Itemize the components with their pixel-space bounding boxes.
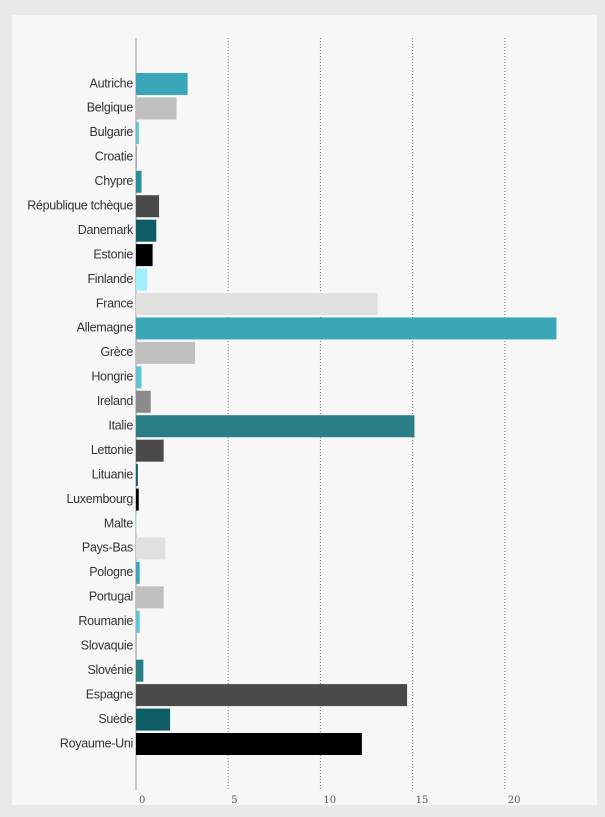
bar: [136, 488, 139, 511]
bar: [136, 610, 140, 633]
y-tick-label: Italie: [108, 419, 133, 433]
y-tick-label: Hongrie: [91, 370, 133, 384]
bar: [136, 586, 164, 609]
y-tick-label: Chypre: [95, 174, 134, 188]
y-tick-label: République tchèque: [27, 199, 133, 213]
y-tick-label: Bulgarie: [90, 125, 134, 139]
bar: [136, 415, 415, 438]
y-tick-label: France: [96, 296, 133, 310]
x-tick-label: 5: [231, 795, 237, 806]
bar: [136, 219, 157, 242]
x-tick-label: 15: [416, 795, 429, 806]
bar: [136, 121, 139, 144]
chart-panel: [12, 15, 597, 805]
y-tick-label: Portugal: [89, 590, 133, 604]
y-tick-label: Danemark: [78, 223, 134, 237]
bar: [136, 341, 196, 364]
bar: [136, 170, 142, 193]
bar: [136, 537, 166, 560]
bar: [136, 733, 362, 755]
y-tick-label: Slovaquie: [81, 639, 134, 653]
x-tick-label: 10: [323, 795, 336, 806]
y-tick-label: Lettonie: [91, 443, 133, 457]
y-tick-label: Malte: [104, 516, 133, 530]
y-tick-label: Allemagne: [77, 321, 134, 335]
bar: [136, 390, 151, 413]
bar: [136, 97, 177, 120]
y-tick-label: Autriche: [90, 76, 134, 90]
y-tick-label: Suède: [98, 712, 133, 726]
bar: [136, 464, 138, 487]
y-tick-label: Pologne: [89, 565, 133, 579]
y-tick-label: Roumanie: [78, 614, 133, 628]
y-tick-label: Luxembourg: [67, 492, 134, 506]
y-tick-label: Royaume-Uni: [60, 736, 133, 750]
bar: [136, 635, 137, 658]
bar: [136, 293, 378, 315]
bar: [136, 708, 171, 731]
bar: [136, 244, 153, 267]
bar: [136, 684, 408, 707]
y-tick-label: Pays-Bas: [82, 541, 133, 555]
y-tick-label: Croatie: [95, 150, 134, 164]
bar: [136, 366, 142, 389]
bar: [136, 195, 160, 218]
bar: [136, 439, 164, 462]
y-tick-label: Slovénie: [87, 663, 133, 677]
bar: [136, 561, 140, 584]
bar: [136, 268, 148, 291]
x-tick-label: 0: [139, 795, 145, 806]
y-tick-label: Espagne: [86, 687, 134, 701]
y-tick-label: Lituanie: [92, 467, 134, 481]
y-tick-label: Estonie: [93, 247, 133, 261]
bar: [136, 73, 188, 95]
y-tick-label: Finlande: [87, 272, 133, 286]
bar: [136, 317, 557, 340]
y-tick-label: Ireland: [97, 394, 133, 408]
bar: [136, 659, 144, 682]
bar: [136, 146, 137, 169]
y-tick-label: Grèce: [100, 345, 133, 359]
y-tick-label: Belgique: [87, 101, 134, 115]
x-tick-label: 20: [508, 795, 521, 806]
